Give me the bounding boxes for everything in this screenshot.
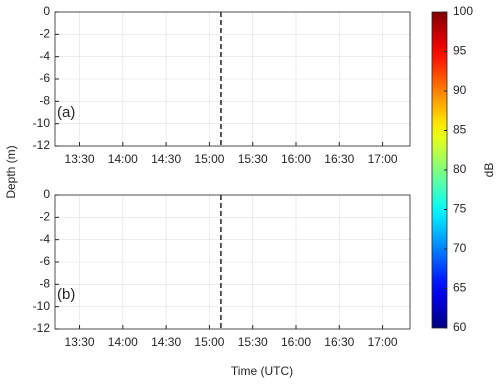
colorbar-tick-label: 70	[453, 241, 467, 255]
x-tick-label: 14:00	[108, 335, 138, 349]
y-tick-label: -2	[39, 210, 50, 224]
x-tick-label: 13:30	[65, 335, 95, 349]
colorbar-tick-label: 85	[453, 123, 467, 137]
y-tick-label: -8	[39, 277, 50, 291]
x-tick-label: 15:30	[238, 335, 268, 349]
y-tick-label: -10	[33, 116, 51, 130]
y-tick-label: -12	[33, 321, 51, 335]
y-tick-label: -4	[39, 232, 50, 246]
colorbar-tick-label: 60	[453, 320, 467, 334]
colorbar-tick-label: 100	[453, 4, 473, 18]
colorbar-label: dB	[482, 163, 496, 178]
x-tick-label: 17:00	[368, 335, 398, 349]
x-tick-label: 13:30	[65, 152, 95, 166]
y-tick-label: -12	[33, 138, 51, 152]
x-tick-label: 15:30	[238, 152, 268, 166]
panel-label: (a)	[57, 104, 75, 121]
colorbar-tick-label: 65	[453, 281, 467, 295]
heatmap-panel: 13:30 14:00 14:30 15:00 15:30 16:00 16:30 17:00…	[33, 4, 411, 166]
panel-label: (b)	[57, 286, 75, 303]
y-tick-label: -2	[39, 27, 50, 41]
colorbar-tick-label: 80	[453, 162, 467, 176]
x-tick-label: 16:00	[281, 335, 311, 349]
y-tick-label: -8	[39, 94, 50, 108]
y-tick-label: 0	[43, 4, 50, 18]
x-tick-label: 16:30	[324, 152, 354, 166]
x-tick-label: 15:00	[194, 335, 224, 349]
y-tick-label: -6	[39, 254, 50, 268]
x-axis-label: Time (UTC)	[231, 364, 293, 378]
x-tick-label: 14:30	[151, 152, 181, 166]
colorbar-tick-label: 75	[453, 202, 467, 216]
x-tick-label: 15:00	[194, 152, 224, 166]
y-tick-label: -6	[39, 71, 50, 85]
heatmap-panel: 13:30 14:00 14:30 15:00 15:30 16:00 16:30 17:00…	[33, 187, 411, 349]
x-tick-label: 16:30	[324, 335, 354, 349]
colorbar-tick-label: 90	[453, 83, 467, 97]
y-tick-label: -10	[33, 299, 51, 313]
x-tick-label: 17:00	[368, 152, 398, 166]
y-tick-label: -4	[39, 49, 50, 63]
y-tick-label: 0	[43, 187, 50, 201]
y-axis-label: Depth (m)	[4, 145, 18, 198]
x-tick-label: 14:00	[108, 152, 138, 166]
x-tick-label: 16:00	[281, 152, 311, 166]
colorbar-tick-label: 95	[453, 44, 467, 58]
x-tick-label: 14:30	[151, 335, 181, 349]
